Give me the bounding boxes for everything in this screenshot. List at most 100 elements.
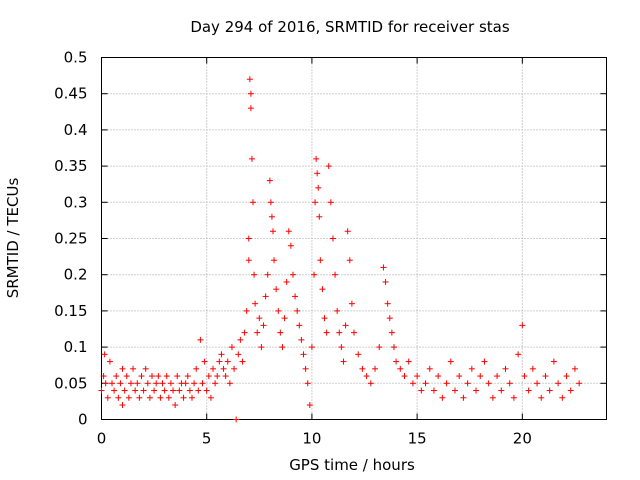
data-point	[363, 373, 370, 380]
data-point	[119, 402, 126, 409]
data-point	[127, 380, 134, 387]
data-point	[456, 373, 463, 380]
data-point	[521, 373, 528, 380]
data-point	[98, 387, 105, 394]
data-point	[281, 315, 288, 322]
data-point	[119, 365, 126, 372]
data-point	[113, 373, 120, 380]
data-point	[205, 373, 212, 380]
data-point	[289, 271, 296, 278]
data-point	[125, 394, 132, 401]
data-point	[170, 387, 177, 394]
data-point	[435, 373, 442, 380]
data-point	[172, 402, 179, 409]
data-point	[443, 380, 450, 387]
data-point	[287, 242, 294, 249]
data-point	[285, 228, 292, 235]
y-tick-label: 0.3	[64, 193, 88, 211]
data-point	[216, 358, 223, 365]
y-tick-label: 0.4	[64, 121, 88, 139]
data-point	[260, 322, 267, 329]
y-tick-label: 0.15	[54, 302, 87, 320]
data-point	[314, 170, 321, 177]
data-point	[237, 336, 244, 343]
data-point	[130, 365, 137, 372]
data-point	[101, 351, 108, 358]
data-point	[269, 228, 276, 235]
data-point	[312, 199, 319, 206]
data-point	[258, 344, 265, 351]
data-point	[306, 402, 313, 409]
data-point	[264, 271, 271, 278]
data-point	[315, 184, 322, 191]
data-point	[266, 177, 273, 184]
data-point	[277, 329, 284, 336]
data-point	[254, 329, 261, 336]
data-point	[144, 380, 151, 387]
data-point	[231, 365, 238, 372]
data-point	[367, 380, 374, 387]
data-point	[251, 271, 258, 278]
x-tick-label: 5	[202, 430, 212, 448]
data-point	[418, 387, 425, 394]
y-tick-label: 0.05	[54, 374, 87, 392]
data-point	[136, 394, 143, 401]
data-point	[176, 387, 183, 394]
y-tick-label: 0.25	[54, 230, 87, 248]
data-point	[384, 300, 391, 307]
data-point	[197, 336, 204, 343]
data-point	[248, 155, 255, 162]
data-point	[247, 90, 254, 97]
data-point	[468, 365, 475, 372]
data-point	[199, 380, 206, 387]
data-point	[161, 387, 168, 394]
data-point	[329, 235, 336, 242]
data-point	[372, 365, 379, 372]
data-point	[316, 213, 323, 220]
data-point	[430, 387, 437, 394]
data-point	[256, 315, 263, 322]
data-point	[109, 380, 116, 387]
data-point	[460, 394, 467, 401]
data-point	[275, 307, 282, 314]
data-point	[243, 307, 250, 314]
data-point	[351, 329, 357, 336]
data-point	[214, 373, 221, 380]
data-point	[207, 394, 214, 401]
data-point	[494, 373, 501, 380]
data-point	[296, 322, 303, 329]
data-point	[338, 344, 345, 351]
data-point	[325, 163, 332, 170]
data-point	[246, 76, 253, 83]
x-tick-label: 15	[408, 430, 427, 448]
data-point	[184, 373, 191, 380]
data-point	[247, 105, 254, 112]
data-point	[151, 387, 158, 394]
data-point	[393, 358, 400, 365]
data-point	[571, 365, 578, 372]
axis-ticks	[101, 57, 607, 420]
data-point	[224, 358, 231, 365]
data-point	[344, 228, 351, 235]
data-point	[422, 380, 429, 387]
data-point	[409, 380, 416, 387]
data-point	[138, 373, 145, 380]
data-point	[292, 293, 299, 300]
data-point	[233, 416, 240, 423]
data-point	[279, 344, 286, 351]
data-point	[201, 358, 208, 365]
data-point	[218, 351, 225, 358]
data-point	[268, 213, 275, 220]
data-point	[359, 365, 366, 372]
data-point	[165, 394, 172, 401]
data-point	[140, 387, 147, 394]
data-point	[323, 329, 330, 336]
x-tick-label: 20	[513, 430, 532, 448]
data-point	[414, 373, 421, 380]
y-tick-label: 0.5	[64, 49, 88, 67]
data-point	[313, 155, 320, 162]
data-point	[327, 199, 334, 206]
data-point	[252, 300, 259, 307]
data-point	[481, 358, 488, 365]
data-point	[121, 387, 128, 394]
